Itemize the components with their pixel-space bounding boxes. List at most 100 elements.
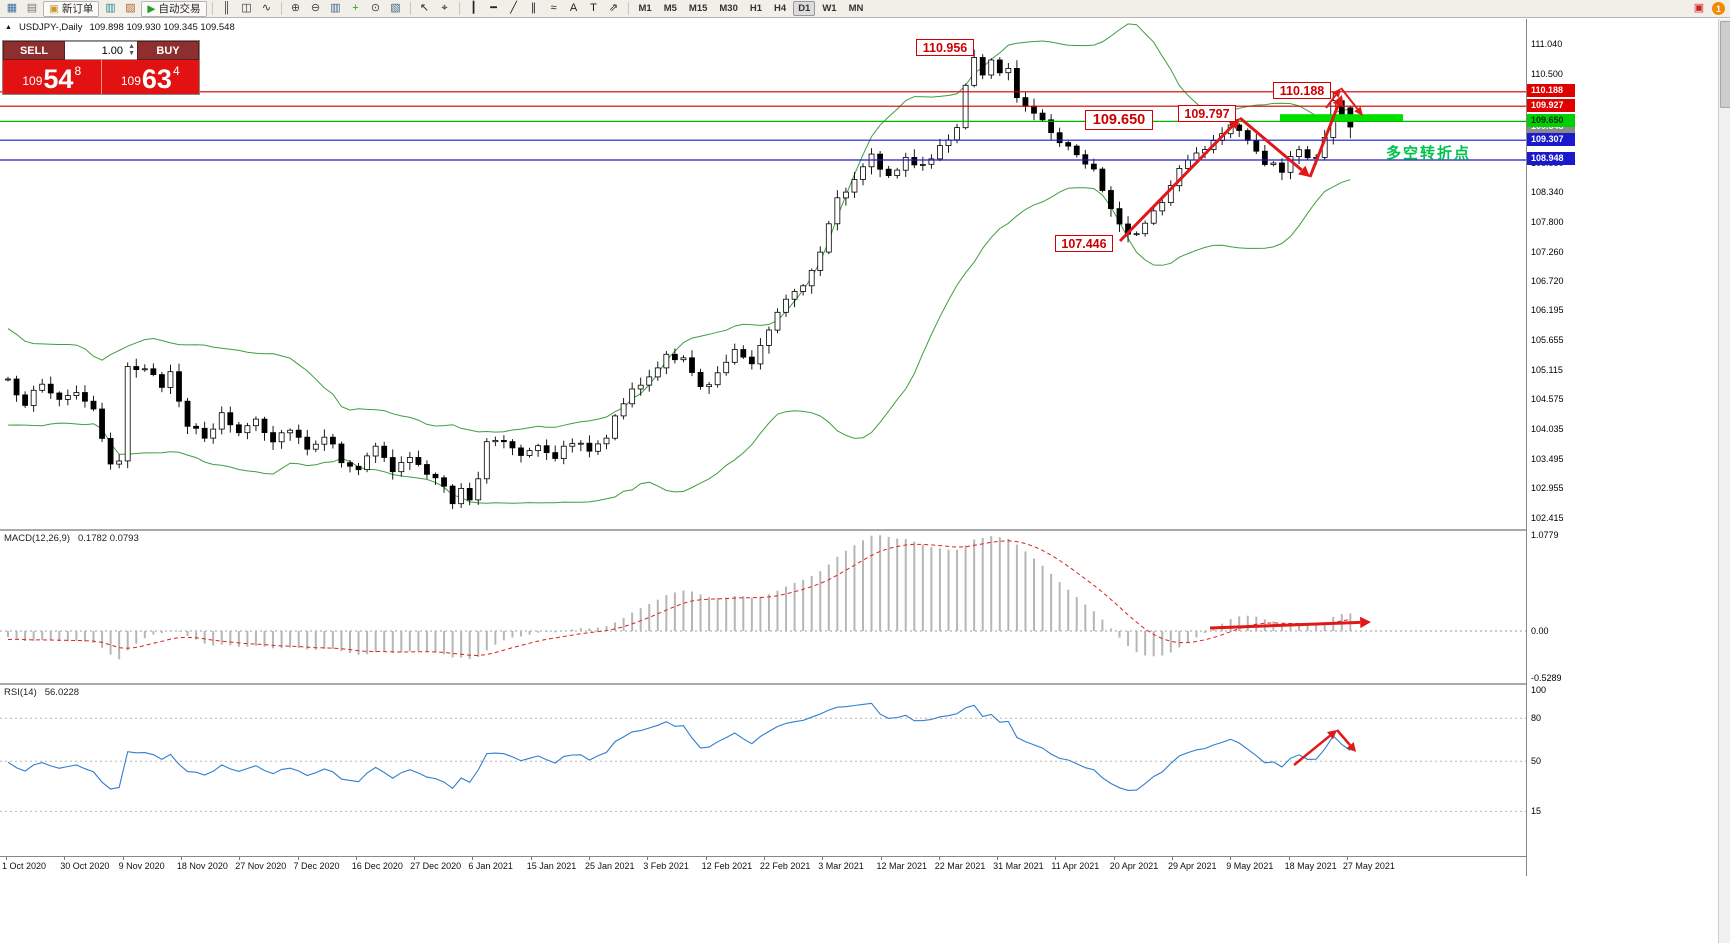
- time-axis[interactable]: 1 Oct 2020 30 Oct 2020 9 Nov 2020 18 Nov 20…: [0, 856, 1526, 877]
- date-label: 9 May 2021: [1226, 861, 1274, 871]
- vertical-scrollbar[interactable]: [1718, 19, 1730, 943]
- trend-arrow[interactable]: [1308, 95, 1344, 178]
- panel-separator[interactable]: [0, 683, 1526, 685]
- price-axis-label: 102.955: [1531, 483, 1564, 493]
- crosshair-icon[interactable]: ⌖: [441, 2, 448, 14]
- macd-canvas[interactable]: [0, 531, 1526, 683]
- symbol-name: USDJPY-,Daily: [18, 22, 83, 33]
- fibonacci-icon[interactable]: ≈: [550, 2, 557, 14]
- autotrade-button-icon: ▶: [147, 2, 156, 15]
- text-annotation[interactable]: 多空转折点: [1386, 145, 1472, 162]
- macd-header: MACD(12,26,9) 0.1782 0.0793: [4, 533, 139, 544]
- trendline-icon[interactable]: ╱: [510, 2, 517, 14]
- price-callout[interactable]: 110.188: [1273, 82, 1331, 99]
- periods-icon[interactable]: ⊙: [370, 2, 381, 14]
- arrows-icon[interactable]: T: [590, 2, 597, 14]
- price-axis-label: 104.575: [1531, 394, 1564, 404]
- scrollbar-thumb[interactable]: [1720, 21, 1730, 108]
- price-callout[interactable]: 109.797: [1178, 105, 1236, 122]
- bar-chart-icon[interactable]: ║: [222, 2, 231, 14]
- zoom-in-icon[interactable]: ⊕: [290, 2, 301, 14]
- sell-price[interactable]: 109 54 8: [3, 60, 102, 94]
- timeframe-m5-button[interactable]: M5: [663, 3, 677, 14]
- price-axis-label: 105.115: [1531, 365, 1563, 375]
- price-callout[interactable]: 107.446: [1055, 235, 1113, 252]
- rsi-canvas[interactable]: [0, 685, 1526, 856]
- rsi-panel[interactable]: RSI(14) 56.0228: [0, 685, 1526, 856]
- navigator-icon[interactable]: ▨: [125, 2, 136, 14]
- time-tick: [1172, 857, 1173, 860]
- trend-arrow[interactable]: [1293, 730, 1337, 766]
- time-tick: [6, 857, 7, 860]
- alert-icon[interactable]: ▣: [1693, 2, 1705, 14]
- time-tick: [355, 857, 357, 860]
- indicators-icon[interactable]: +: [352, 2, 359, 14]
- price-callout[interactable]: 109.650: [1085, 110, 1153, 130]
- draw-arrow-icon[interactable]: ⇗: [608, 2, 619, 14]
- timeframe-h1-button[interactable]: H1: [749, 3, 763, 14]
- date-label: 11 Apr 2021: [1051, 861, 1100, 871]
- toolbar-separator: [458, 2, 460, 15]
- price-marker-108948: 108.948: [1527, 152, 1575, 165]
- price-axis-label: 106.720: [1531, 276, 1564, 286]
- new-order-button[interactable]: ▣ 新订单: [43, 0, 100, 17]
- horizontal-line-icon[interactable]: ━: [490, 2, 497, 14]
- channel-icon[interactable]: ∥: [530, 2, 537, 14]
- date-label: 6 Jan 2021: [468, 861, 513, 871]
- date-label: 27 Dec 2020: [410, 861, 462, 871]
- notification-badge[interactable]: 1: [1712, 2, 1725, 15]
- trend-arrow[interactable]: [1336, 729, 1356, 752]
- zoom-out-icon[interactable]: ⊖: [310, 2, 321, 14]
- price-callout[interactable]: 110.956: [916, 39, 974, 56]
- timeframe-h4-button[interactable]: H4: [774, 3, 787, 14]
- price-chart-canvas[interactable]: [0, 19, 1526, 529]
- time-tick: [997, 857, 999, 860]
- sell-price-handle: 109: [22, 74, 43, 88]
- macd-axis-label: 1.0779: [1531, 530, 1559, 540]
- timeframe-d1-button[interactable]: D1: [793, 1, 816, 16]
- timeframe-w1-button[interactable]: W1: [822, 3, 837, 14]
- date-label: 22 Mar 2021: [934, 861, 986, 871]
- tile-windows-icon[interactable]: ▥: [330, 2, 341, 14]
- panel-separator[interactable]: [0, 529, 1526, 531]
- trend-arrow[interactable]: [1340, 87, 1363, 116]
- trend-arrow[interactable]: [1325, 88, 1341, 109]
- price-chart-panel[interactable]: ▲ USDJPY-,Daily 109.898 109.930 109.345 …: [0, 19, 1526, 529]
- market-watch-icon[interactable]: ▥: [105, 2, 116, 14]
- buy-button[interactable]: BUY: [137, 41, 199, 60]
- text-icon[interactable]: A: [569, 2, 578, 14]
- new-chart-icon[interactable]: ▦: [6, 2, 18, 14]
- price-axis-label: 107.260: [1531, 247, 1564, 257]
- level-lines[interactable]: [0, 91, 1526, 161]
- price-axis[interactable]: 111.040110.500109.960109.420108.880108.3…: [1526, 19, 1719, 876]
- sell-button[interactable]: SELL: [3, 41, 65, 60]
- profiles-icon[interactable]: ▤: [26, 2, 38, 14]
- date-label: 12 Mar 2021: [876, 861, 928, 871]
- trend-arrow[interactable]: [1209, 616, 1371, 630]
- rsi-axis-label: 80: [1531, 713, 1542, 723]
- candlestick-icon[interactable]: ◫: [241, 2, 252, 14]
- volume-input[interactable]: 1.00 ▲ ▼: [65, 41, 137, 60]
- trend-arrow[interactable]: [1118, 118, 1240, 243]
- timeframe-m15-button[interactable]: M15: [688, 3, 708, 14]
- volume-up-button[interactable]: ▲: [128, 43, 135, 50]
- timeframe-m30-button[interactable]: M30: [719, 3, 738, 14]
- volume-down-button[interactable]: ▼: [128, 50, 135, 57]
- trend-arrow[interactable]: [1239, 116, 1310, 177]
- date-label: 25 Jan 2021: [585, 861, 635, 871]
- main-toolbar: ▦ ▤ ▣ 新订单 ▥ ▨ ▶ 自动交易 ║ ◫ ∿ ⊕ ⊖ ▥ + ⊙ ▧ ↖ ⌖ ┃ ━ ╱ ∥ ≈ A T ⇗ M1 M5 M15 M…: [0, 0, 1730, 18]
- time-tick: [763, 857, 765, 860]
- cursor-icon[interactable]: ↖: [419, 2, 430, 14]
- autotrade-button[interactable]: ▶ 自动交易: [141, 0, 207, 17]
- rsi-axis-label: 15: [1531, 806, 1542, 816]
- buy-price[interactable]: 109 63 4: [102, 60, 200, 94]
- symbol-ohlc: 109.898 109.930 109.345 109.548: [89, 22, 235, 33]
- timeframe-mn-button[interactable]: MN: [848, 3, 864, 14]
- line-chart-icon[interactable]: ∿: [261, 2, 272, 14]
- timeframe-m1-button[interactable]: M1: [638, 3, 652, 14]
- vertical-line-icon[interactable]: ┃: [470, 2, 477, 14]
- support-zone-bar[interactable]: [1280, 114, 1403, 122]
- macd-panel[interactable]: MACD(12,26,9) 0.1782 0.0793: [0, 531, 1526, 683]
- time-tick: [414, 857, 416, 860]
- templates-icon[interactable]: ▧: [390, 2, 401, 14]
